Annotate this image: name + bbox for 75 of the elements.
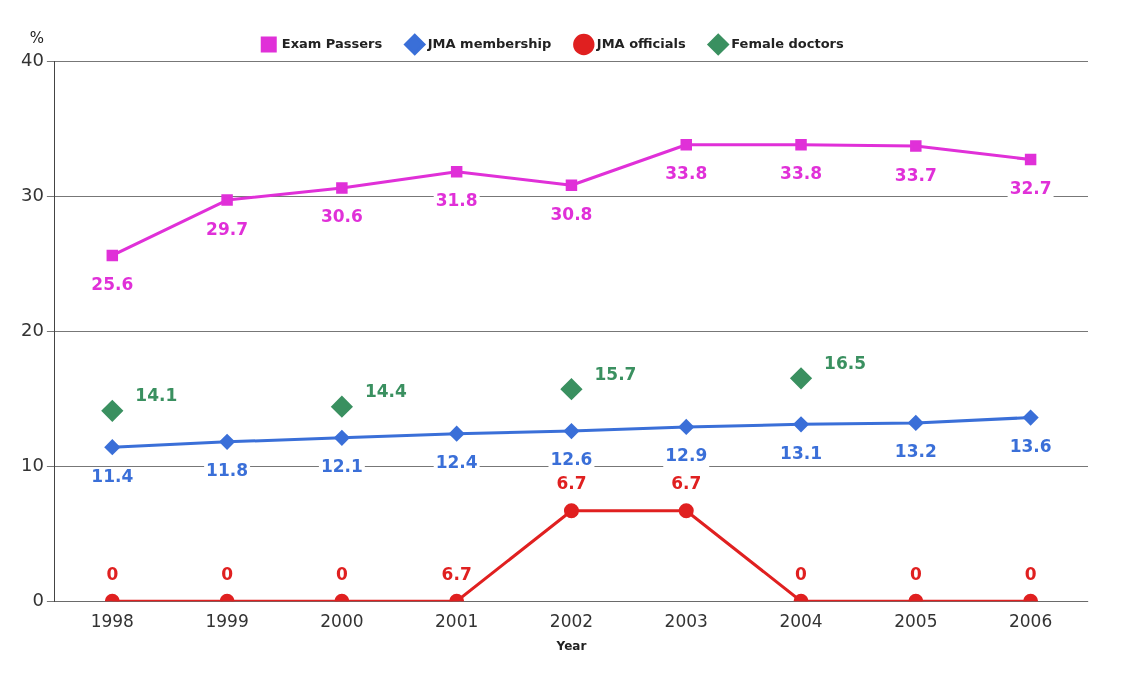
point [106,249,119,262]
x-tick-label: 2001 [435,610,479,631]
data-label: 12.4 [435,452,478,473]
x-tick-label: 2003 [664,610,708,631]
x-axis-title: Year [555,638,587,653]
data-label: 25.6 [91,273,134,294]
point [908,415,924,431]
point [336,182,348,194]
y-axis-title: % [29,28,45,47]
data-label: 32.7 [1009,178,1052,199]
point [565,179,578,191]
point [563,423,579,439]
point [101,400,123,422]
x-tick-label: 1999 [205,610,249,631]
data-label: 0 [335,563,348,584]
point [560,378,582,400]
point [449,426,465,442]
point [334,430,350,446]
point [221,194,233,206]
point [1024,153,1037,166]
point [790,367,812,389]
data-label: 33.7 [894,164,937,185]
data-label: 14.1 [135,385,178,406]
data-label: 12.9 [665,445,708,466]
data-label: 12.1 [320,456,363,477]
data-label: 16.5 [824,352,867,373]
data-label: 33.8 [665,163,708,184]
data-label: 30.8 [550,203,593,224]
point [563,503,579,519]
point [795,138,807,151]
point [219,434,235,450]
y-tick-label: 20 [21,318,44,340]
x-tick-label: 2004 [779,610,823,631]
legend-label: Female doctors [731,35,845,51]
point [104,439,120,455]
data-label: 13.2 [894,441,937,462]
data-label: 15.7 [594,363,637,384]
annotation: 6.7 [441,563,472,584]
point [678,503,694,519]
data-label: 33.8 [780,163,823,184]
y-tick-label: 40 [21,48,44,70]
data-label: 13.1 [780,442,823,463]
x-tick-label: 2006 [1008,610,1053,631]
data-label: 30.6 [320,206,363,227]
data-label: 6.7 [556,473,587,494]
legend-label: JMA officials [595,35,686,51]
data-label: 29.7 [206,218,249,239]
data-label: 13.6 [1009,435,1052,456]
x-tick-label: 1998 [90,610,134,631]
x-tick-label: 2005 [894,610,938,631]
data-label: 11.4 [91,465,134,486]
x-tick-label: 2002 [549,610,594,631]
point [450,166,463,178]
point [678,419,694,435]
y-tick-label: 30 [21,183,44,205]
data-label: 11.8 [206,460,249,481]
y-tick-label: 0 [32,588,44,610]
data-label: 0 [106,563,119,584]
data-label: 14.4 [364,381,408,402]
data-label: 12.6 [550,449,593,470]
data-label: 0 [909,563,922,584]
data-label: 0 [221,563,234,584]
data-label: 31.8 [435,190,478,211]
point [1023,410,1039,426]
data-label: 6.7 [671,473,702,494]
data-label: 0 [1024,563,1037,584]
x-tick-label: 2000 [320,610,364,631]
point [331,396,353,418]
legend-label: JMA membership [426,35,552,51]
data-label: 0 [795,563,808,584]
point [680,138,692,151]
point [793,416,809,432]
point [910,140,922,152]
legend-label: Exam Passers [281,35,383,51]
y-tick-label: 10 [21,453,44,475]
